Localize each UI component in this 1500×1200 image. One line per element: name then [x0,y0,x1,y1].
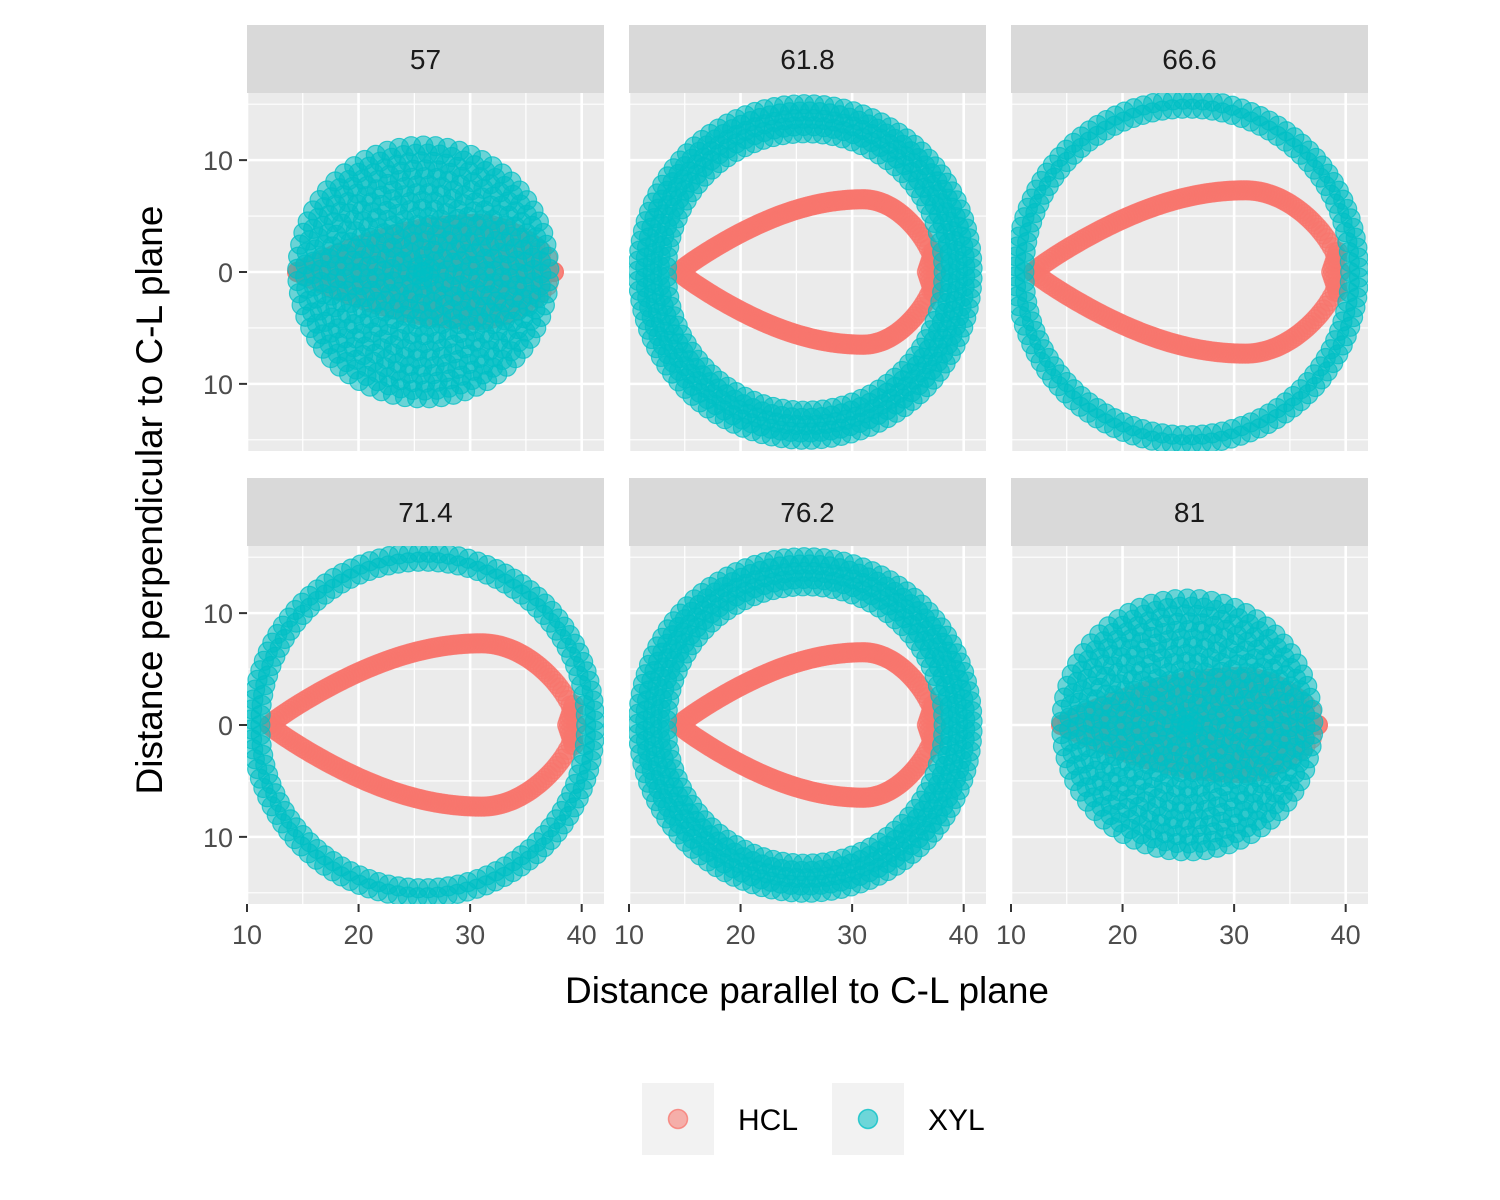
facet-strip [1011,25,1368,93]
y-tick-label: 0 [218,711,233,741]
x-tick-label: 10 [232,920,262,950]
x-tick-label: 30 [1219,920,1249,950]
facet-panel-76-2: 76.2 10 20 30 40 [614,478,986,950]
facet-strip [1011,478,1368,546]
x-tick-label: 20 [344,920,374,950]
x-tick-label: 30 [837,920,867,950]
y-tick-label: 10 [203,599,233,629]
x-tick-label: 40 [1331,920,1361,950]
facet-panels: 57 10 0 10 61.8 66.6 71.4 10 0 10 10 20 30 40 76.2 10 20… [203,25,1368,950]
panel-points [247,546,604,904]
facet-panel-61-8: 61.8 [627,25,986,451]
panel-points [1011,93,1368,451]
legend-marker [667,1108,689,1130]
facet-strip-label: 76.2 [780,497,835,528]
x-tick-label: 40 [949,920,979,950]
xyl-point [918,601,939,622]
legend-item-hcl: HCL [642,1083,798,1155]
panel-points [629,94,983,450]
facet-strip [247,478,604,546]
legend-label: XYL [928,1104,985,1137]
x-tick-label: 10 [996,920,1026,950]
facet-panel-57: 57 10 0 10 [203,25,604,451]
legend-label: HCL [738,1104,798,1137]
y-tick-label: 10 [203,370,233,400]
x-axis-title: Distance parallel to C-L plane [565,970,1049,1011]
panel-points [1051,588,1328,862]
x-tick-label: 30 [455,920,485,950]
x-tick-label: 20 [726,920,756,950]
facet-strip-label: 81 [1174,497,1205,528]
facet-strip [629,25,986,93]
xyl-point [526,318,547,339]
y-tick-label: 0 [218,258,233,288]
facet-strip-label: 57 [410,44,441,75]
facet-strip-label: 71.4 [398,497,453,528]
facet-strip [629,478,986,546]
xyl-point [413,261,434,283]
panel-points [629,547,983,903]
x-tick-label: 20 [1108,920,1138,950]
legend-marker [857,1108,879,1130]
xyl-point [1347,237,1368,258]
facet-panel-71-4: 71.4 10 0 10 10 20 30 40 [203,478,604,950]
y-tick-label: 10 [203,823,233,853]
x-tick-label: 40 [567,920,597,950]
xyl-point [918,148,939,169]
legend: HCL XYL [642,1083,985,1155]
facet-strip-label: 61.8 [780,44,835,75]
xyl-point [583,690,604,711]
legend-item-xyl: XYL [832,1083,985,1155]
facet-strip [247,25,604,93]
facet-strip-label: 66.6 [1162,44,1217,75]
xyl-point [1290,771,1311,792]
facet-panel-66-6: 66.6 [1009,25,1368,451]
y-tick-label: 10 [203,146,233,176]
facet-panel-81: 81 10 20 30 40 [996,478,1368,950]
x-tick-label: 10 [614,920,644,950]
xyl-point [1177,714,1198,736]
y-axis-title: Distance perpendicular to C-L plane [129,206,170,795]
panel-points [287,135,564,409]
